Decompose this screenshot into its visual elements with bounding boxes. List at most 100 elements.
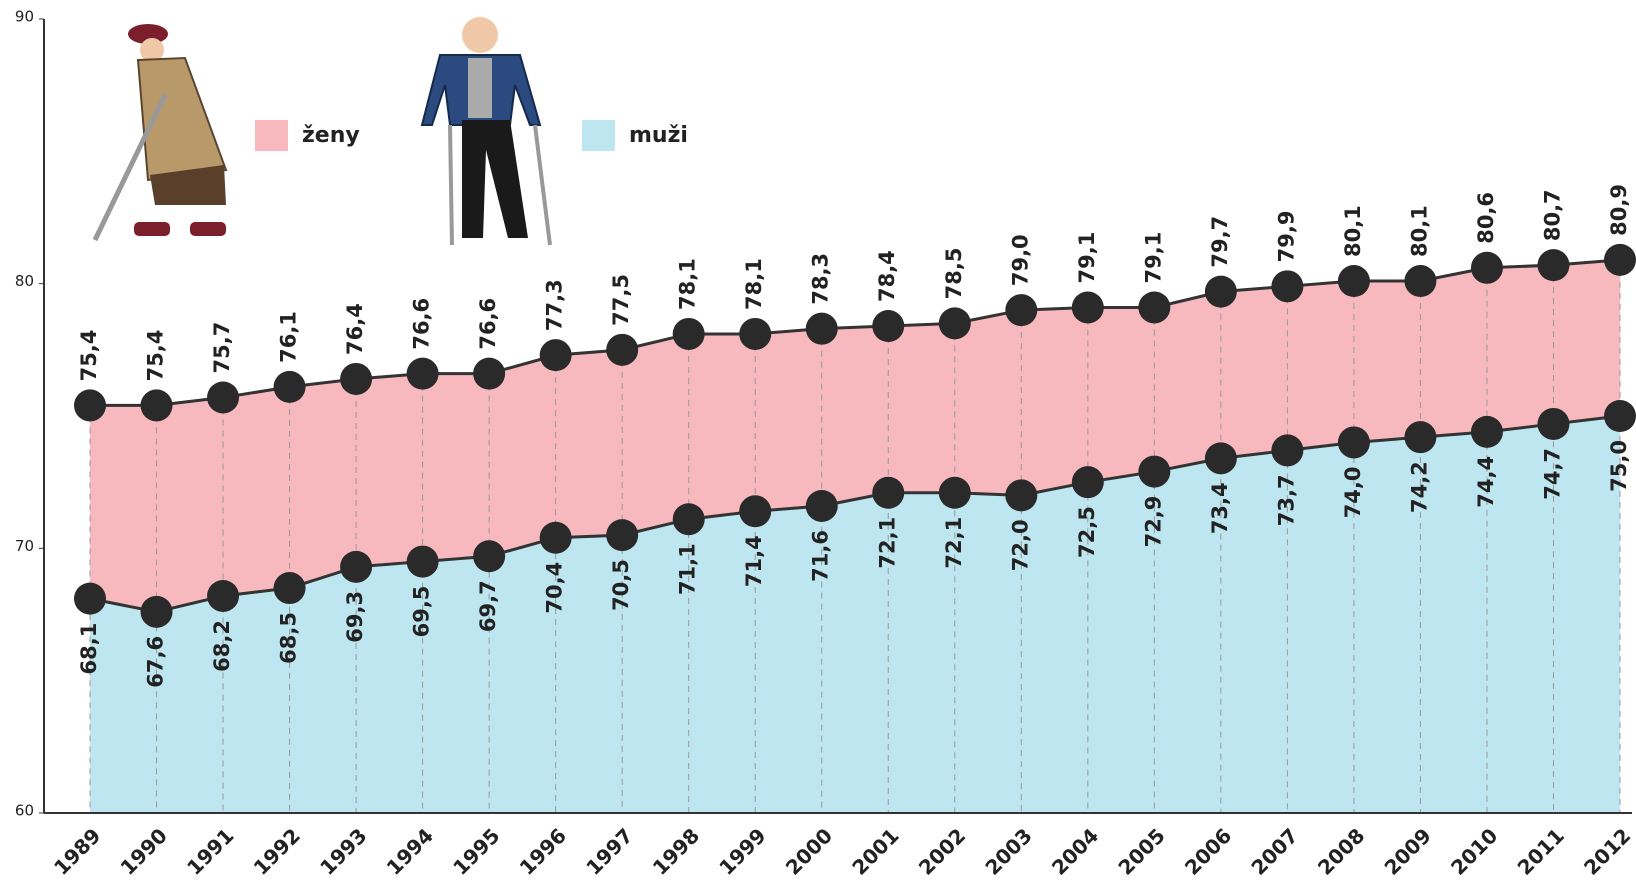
value-label: 72,1 [942, 517, 966, 569]
marker [1404, 421, 1437, 454]
area [90, 416, 1620, 813]
value-label: 80,1 [1341, 205, 1365, 257]
marker [606, 519, 639, 552]
value-label: 79,9 [1274, 210, 1298, 262]
x-tick-label: 2011 [1513, 823, 1569, 879]
marker [1337, 426, 1370, 459]
marker [1271, 434, 1304, 467]
value-label: 72,5 [1075, 506, 1099, 558]
x-tick-label: 2000 [781, 823, 837, 879]
x-tick-label: 1993 [315, 823, 371, 879]
legend: ženy muži [255, 120, 688, 151]
value-label: 72,1 [875, 517, 899, 569]
x-tick-label: 2009 [1380, 823, 1436, 879]
value-label: 80,9 [1607, 184, 1631, 236]
value-label: 75,4 [77, 330, 101, 382]
value-label: 69,3 [343, 591, 367, 643]
y-tick-label: 80 [15, 272, 34, 290]
marker [1470, 251, 1503, 284]
marker [273, 572, 306, 605]
marker [872, 310, 905, 343]
value-label: 68,2 [210, 620, 234, 672]
legend-swatch [255, 120, 288, 151]
value-label: 74,0 [1341, 466, 1365, 518]
value-label: 73,4 [1208, 482, 1232, 534]
value-label: 75,0 [1607, 440, 1631, 492]
value-label: 79,1 [1075, 232, 1099, 284]
marker [805, 489, 838, 522]
value-label: 79,7 [1208, 216, 1232, 268]
value-label: 79,1 [1141, 232, 1165, 284]
value-label: 71,6 [809, 530, 833, 582]
marker [406, 545, 439, 578]
y-tick-label: 70 [15, 537, 34, 555]
value-label: 67,6 [144, 636, 168, 688]
value-label: 78,4 [875, 250, 899, 302]
marker [340, 362, 373, 395]
value-label: 76,1 [277, 311, 301, 363]
marker [1071, 291, 1104, 324]
woman-icon [92, 24, 228, 242]
x-tick-label: 1996 [515, 823, 571, 879]
marker [539, 521, 572, 554]
marker [1005, 294, 1038, 327]
value-label: 69,7 [476, 580, 500, 632]
value-label: 73,7 [1274, 474, 1298, 526]
marker [473, 357, 506, 390]
value-label: 80,1 [1407, 205, 1431, 257]
x-tick-label: 1992 [249, 823, 305, 879]
marker [1404, 265, 1437, 298]
y-tick-label: 90 [15, 8, 34, 26]
marker [672, 503, 705, 536]
marker [1337, 265, 1370, 298]
marker [539, 339, 572, 372]
value-label: 76,6 [476, 298, 500, 350]
x-tick-label: 1997 [581, 823, 637, 879]
marker [1537, 407, 1570, 440]
value-label: 69,5 [410, 586, 434, 638]
marker [340, 550, 373, 583]
x-tick-label: 1998 [648, 823, 704, 879]
x-tick-label: 1990 [116, 823, 172, 879]
x-tick-label: 1991 [182, 823, 238, 879]
marker [207, 381, 240, 414]
value-label: 74,2 [1407, 461, 1431, 513]
x-tick-label: 2003 [980, 823, 1036, 879]
marker [1204, 275, 1237, 308]
x-tick-label: 2005 [1113, 823, 1169, 879]
value-label: 75,4 [144, 330, 168, 382]
value-label: 72,9 [1141, 496, 1165, 548]
value-label: 78,1 [676, 258, 700, 310]
value-label: 79,0 [1008, 234, 1032, 286]
legend-swatch [582, 120, 615, 151]
marker [872, 476, 905, 509]
x-tick-label: 2004 [1047, 823, 1103, 879]
x-tick-label: 2001 [847, 823, 903, 879]
value-label: 78,3 [809, 253, 833, 305]
marker [1204, 442, 1237, 475]
marker [672, 317, 705, 350]
marker [1138, 455, 1171, 488]
marker [739, 495, 772, 528]
marker [1604, 400, 1636, 432]
marker [207, 579, 240, 612]
x-tick-label: 1995 [448, 823, 504, 879]
marker [1271, 270, 1304, 303]
marker [1005, 479, 1038, 512]
marker [938, 307, 971, 340]
marker [938, 476, 971, 509]
legend-label: muži [629, 123, 688, 148]
value-label: 71,4 [742, 535, 766, 587]
marker [1470, 415, 1503, 448]
value-label: 77,5 [609, 274, 633, 326]
marker [140, 389, 173, 422]
marker [273, 370, 306, 403]
marker [406, 357, 439, 390]
value-label: 68,1 [77, 623, 101, 675]
value-label: 70,4 [543, 562, 567, 614]
x-tick-label: 1999 [714, 823, 770, 879]
value-label: 75,7 [210, 322, 234, 374]
x-tick-label: 2008 [1313, 823, 1369, 879]
marker [606, 333, 639, 366]
y-tick-label: 60 [15, 802, 34, 820]
